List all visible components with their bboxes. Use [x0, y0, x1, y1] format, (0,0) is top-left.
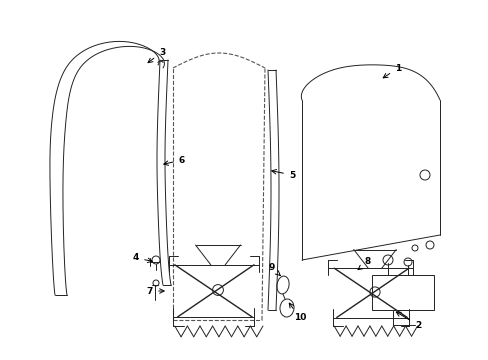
- Text: 7: 7: [146, 287, 164, 296]
- Bar: [371, 275, 433, 310]
- Text: 4: 4: [133, 253, 152, 262]
- Text: 1: 1: [383, 63, 400, 78]
- Text: 9: 9: [268, 264, 280, 275]
- Text: 5: 5: [271, 170, 295, 180]
- Text: 3: 3: [148, 48, 165, 63]
- Text: 6: 6: [163, 156, 185, 165]
- Text: 8: 8: [357, 257, 370, 270]
- Text: 2: 2: [395, 312, 420, 329]
- Text: 10: 10: [289, 303, 305, 323]
